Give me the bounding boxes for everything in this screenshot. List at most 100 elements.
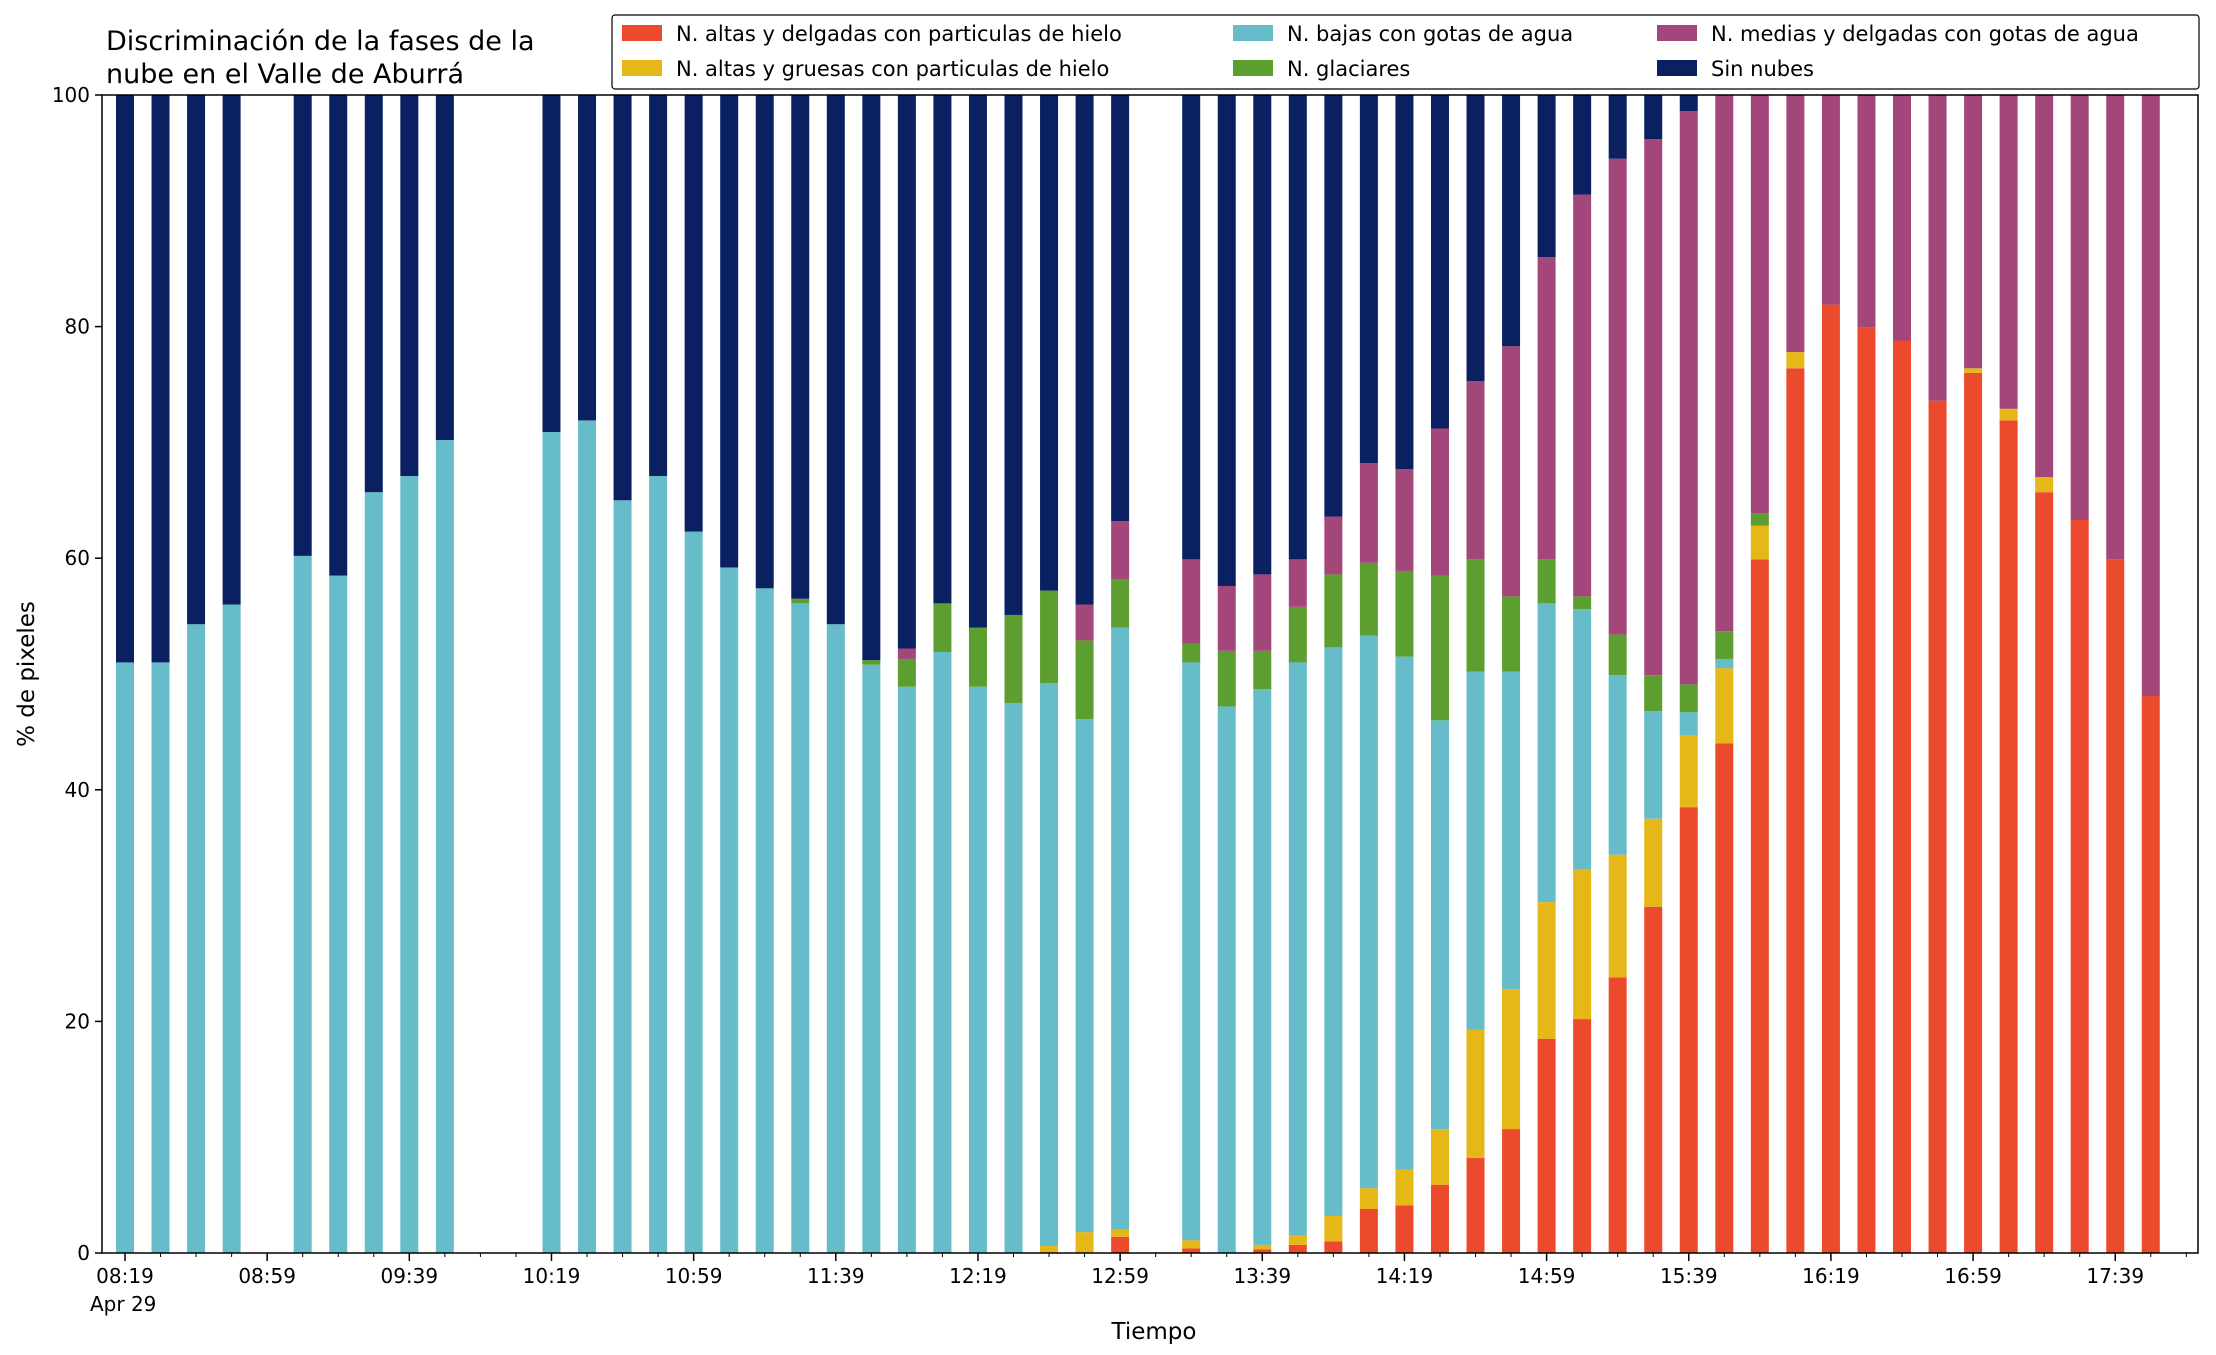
bar-28-segment-0: [1253, 1249, 1272, 1253]
bar-17-segment-5: [826, 95, 845, 625]
bar-41-segment-3: [1715, 631, 1734, 659]
bar-13-segment-2: [684, 531, 703, 1253]
bar-36-segment-3: [1537, 559, 1556, 604]
bar-22-segment-2: [1004, 702, 1023, 1253]
bar-25-segment-0: [1111, 1236, 1130, 1253]
bar-4-segment-2: [293, 555, 312, 1253]
chart-title-line-1: Discriminación de la fases de la: [106, 26, 535, 57]
bar-25-segment-3: [1111, 579, 1130, 628]
bar-50-segment-1: [2035, 477, 2054, 493]
x-tick-label-2: 09:39: [380, 1264, 438, 1288]
x-date-label: Apr 29: [90, 1292, 156, 1316]
bar-27-segment-5: [1217, 95, 1236, 586]
bar-19-segment-3: [897, 658, 916, 687]
bar-49-segment-4: [1999, 95, 2018, 409]
bar-28-segment-5: [1253, 95, 1272, 575]
bar-34-segment-0: [1466, 1158, 1485, 1253]
bar-20-segment-5: [933, 95, 952, 604]
y-axis: 0 20 40 60 80 100: [52, 83, 102, 1265]
bar-52-segment-0: [2106, 559, 2125, 1253]
bar-27-segment-2: [1217, 706, 1236, 1253]
bar-44-segment-0: [1821, 304, 1840, 1254]
bar-34-segment-1: [1466, 1029, 1485, 1159]
bar-35-segment-5: [1502, 95, 1521, 347]
bar-42-segment-1: [1750, 525, 1769, 560]
bar-36-segment-5: [1537, 95, 1556, 258]
bar-33-segment-1: [1430, 1129, 1449, 1185]
x-tick-label-11: 15:39: [1660, 1264, 1718, 1288]
bar-23-segment-1: [1040, 1246, 1059, 1253]
bar-37-segment-3: [1573, 596, 1592, 610]
x-tick-label-0: 08:19: [96, 1264, 154, 1288]
bar-25-segment-2: [1111, 627, 1130, 1230]
bar-10-segment-2: [578, 420, 597, 1253]
bar-5-segment-5: [329, 95, 348, 576]
bar-24-segment-4: [1075, 604, 1094, 641]
y-axis-label: % de pixeles: [14, 601, 40, 747]
chart-title-line-2: nube en el Valle de Aburrá: [106, 59, 464, 90]
bar-44-segment-4: [1821, 95, 1840, 305]
bar-18-segment-5: [862, 95, 881, 661]
bar-42-segment-4: [1750, 95, 1769, 514]
bar-16-segment-5: [791, 95, 810, 599]
bar-31-segment-5: [1359, 95, 1378, 464]
bar-3-segment-2: [222, 604, 241, 1253]
bar-9-segment-5: [542, 95, 561, 432]
bar-38-segment-3: [1608, 634, 1627, 676]
bar-35-segment-0: [1502, 1129, 1521, 1253]
x-tick-label-4: 10:59: [665, 1264, 723, 1288]
bar-33-segment-5: [1430, 95, 1449, 429]
bar-10-segment-5: [578, 95, 597, 421]
bar-29-segment-2: [1288, 662, 1307, 1236]
bar-37-segment-5: [1573, 95, 1592, 195]
y-tick-label-2: 40: [65, 778, 90, 802]
bar-25-segment-4: [1111, 521, 1130, 580]
bar-29-segment-4: [1288, 559, 1307, 607]
bar-24-segment-5: [1075, 95, 1094, 605]
bar-6-segment-5: [364, 95, 383, 493]
bar-31-segment-3: [1359, 562, 1378, 636]
bar-24-segment-3: [1075, 640, 1094, 720]
bar-39-segment-2: [1644, 711, 1663, 819]
bar-14-segment-2: [720, 567, 739, 1253]
bar-11-segment-5: [613, 95, 632, 501]
x-tick-label-5: 11:39: [807, 1264, 865, 1288]
bar-53-segment-0: [2141, 696, 2160, 1253]
x-tick-label-12: 16:19: [1802, 1264, 1860, 1288]
bar-48-segment-1: [1964, 368, 1983, 373]
bar-38-segment-0: [1608, 977, 1627, 1253]
bar-40-segment-5: [1679, 95, 1698, 112]
bar-20-segment-3: [933, 603, 952, 652]
bar-51-segment-4: [2070, 95, 2089, 520]
bar-0-segment-2: [116, 662, 134, 1253]
bar-7-segment-2: [400, 475, 419, 1254]
bar-26-segment-4: [1182, 559, 1201, 644]
bar-38-segment-2: [1608, 675, 1627, 855]
bar-38-segment-5: [1608, 95, 1627, 159]
bar-30-segment-0: [1324, 1241, 1343, 1253]
legend-swatch-1: [622, 60, 662, 76]
bar-27-segment-3: [1217, 650, 1236, 707]
bar-41-segment-1: [1715, 668, 1734, 744]
legend-box: [611, 14, 2200, 90]
bar-18-segment-2: [862, 664, 881, 1253]
bar-35-segment-4: [1502, 346, 1521, 597]
bar-29-segment-0: [1288, 1244, 1307, 1253]
x-tick-label-13: 16:59: [1944, 1264, 2002, 1288]
bar-40-segment-3: [1679, 684, 1698, 713]
bar-23-segment-2: [1040, 683, 1059, 1247]
legend-label-3: N. glaciares: [1287, 57, 1410, 81]
x-tick-label-8: 13:39: [1233, 1264, 1291, 1288]
x-tick-label-14: 17:39: [2086, 1264, 2144, 1288]
bar-34-segment-5: [1466, 95, 1485, 382]
bar-19-segment-4: [897, 648, 916, 659]
bar-23-segment-3: [1040, 590, 1059, 684]
bar-43-segment-0: [1786, 368, 1805, 1253]
bar-12-segment-2: [649, 475, 668, 1254]
bar-35-segment-2: [1502, 671, 1521, 989]
bar-48-segment-4: [1964, 95, 1983, 369]
bar-42-segment-3: [1750, 513, 1769, 526]
bar-5-segment-2: [329, 575, 348, 1253]
bar-0-segment-5: [116, 95, 134, 663]
